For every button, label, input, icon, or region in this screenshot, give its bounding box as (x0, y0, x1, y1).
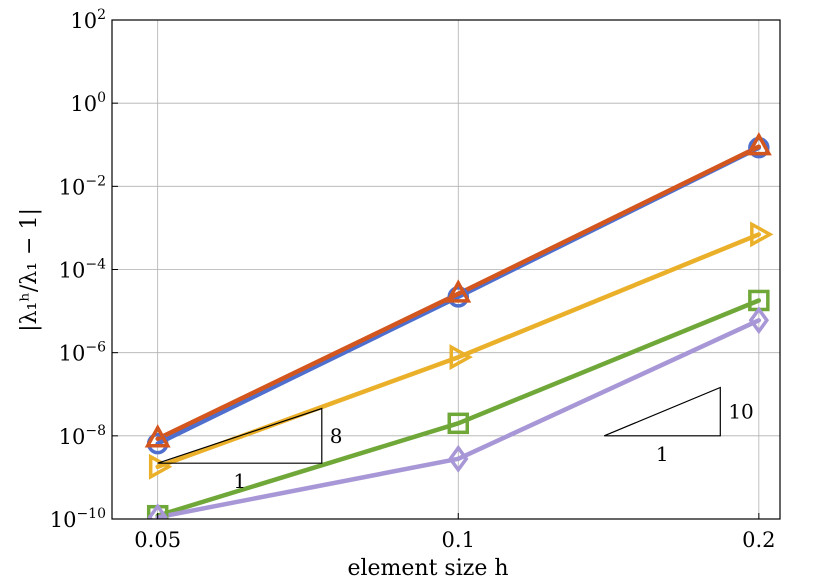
x-tick-label: 0.2 (742, 528, 775, 552)
slope-rise-label: 8 (330, 424, 343, 448)
slope-rise-label: 10 (728, 400, 753, 424)
marker-triangle-up (745, 132, 772, 156)
marker-triangle-right (148, 453, 173, 480)
marker-triangle-right (449, 344, 473, 371)
slope-run-label: 1 (656, 442, 669, 466)
y-tick-label: 10−4 (59, 257, 106, 283)
slope-triangle (603, 386, 721, 437)
y-tick-label: 10−8 (59, 423, 106, 449)
marker-triangle-up (445, 279, 472, 303)
y-tick-label: 10−6 (59, 340, 106, 366)
axis-ticks: 0.05 0.1 0.2 10−10 10−8 10−6 10−4 10−2 100 102 (50, 7, 776, 552)
series-line-diamond (155, 318, 762, 519)
marker-diamond (147, 503, 168, 519)
slope-triangles: 1 8 1 10 (157, 386, 754, 493)
marker-square (447, 412, 470, 435)
slope-triangle (157, 407, 323, 464)
x-tick-label: 0.1 (442, 528, 475, 552)
data-series (144, 132, 774, 519)
y-tick-label: 100 (70, 90, 106, 116)
marker-triangle-up (144, 424, 171, 448)
y-tick-label: 102 (70, 7, 106, 33)
grid (112, 19, 780, 520)
y-axis-label: |λ₁ʰ/λ₁ − 1| (17, 208, 42, 332)
marker-triangle-right (750, 221, 774, 248)
slope-run-label: 1 (233, 469, 246, 493)
x-tick-label: 0.05 (134, 528, 181, 552)
x-axis-label: element size h (347, 556, 508, 581)
y-tick-label: 10−10 (50, 506, 106, 532)
series-line-square (155, 298, 762, 518)
marker-diamond (448, 444, 469, 473)
y-tick-label: 10−2 (59, 173, 106, 199)
marker-diamond (748, 306, 770, 335)
series-line-triangle-up (155, 144, 762, 442)
